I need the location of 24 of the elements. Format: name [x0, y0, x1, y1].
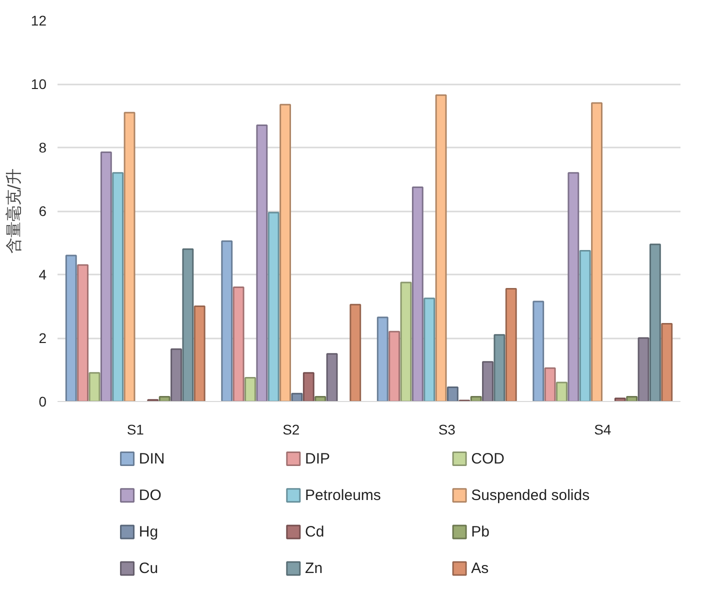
x-tick-label: S4 [594, 422, 612, 438]
y-tick-label: 4 [38, 266, 47, 282]
x-tick-label: S1 [126, 422, 144, 438]
legend-label: Hg [138, 523, 158, 540]
y-tick-label: 8 [38, 140, 47, 156]
x-tick-label: S3 [438, 422, 456, 438]
legend-label: DO [138, 486, 162, 504]
y-tick-label: 2 [38, 330, 47, 346]
legend-label: Zn [305, 560, 323, 578]
legend-label: COD [471, 450, 505, 468]
legend-label: Petroleums [305, 486, 381, 504]
x-tick-label: S2 [282, 422, 300, 438]
legend-label: Cd [305, 523, 324, 540]
legend-label: DIP [305, 450, 330, 468]
y-tick-label: 10 [30, 76, 47, 92]
legend-label: As [471, 560, 489, 578]
y-axis-title: 含量毫克/升 [4, 168, 23, 254]
legend-label: DIN [138, 450, 165, 468]
y-tick-label: 0 [38, 394, 47, 410]
legend-label: Pb [471, 523, 490, 540]
legend-label: Cu [138, 560, 158, 578]
y-tick-label: 12 [30, 12, 47, 28]
y-tick-label: 6 [38, 203, 47, 219]
legend-label: Suspended solids [471, 486, 590, 504]
